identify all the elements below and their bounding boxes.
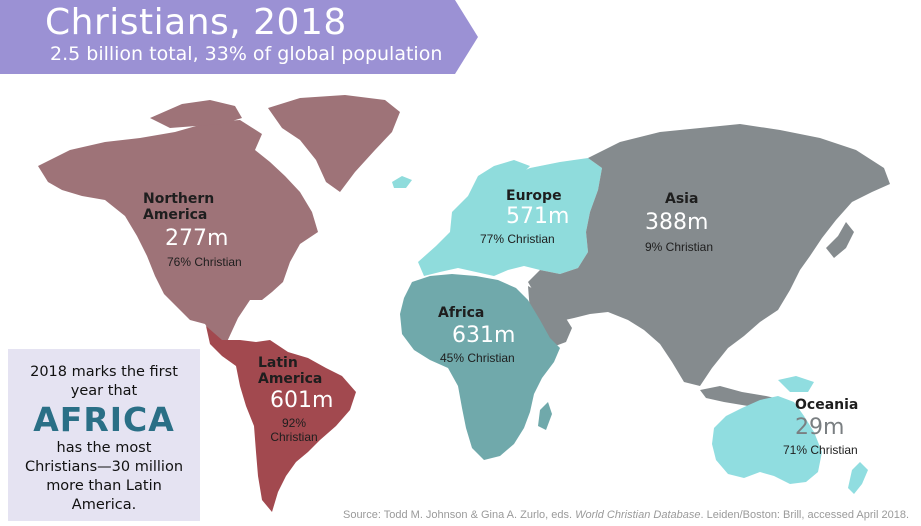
region-northern-america: [38, 95, 400, 344]
region-count: 571m: [506, 204, 570, 229]
region-oceania: [712, 376, 868, 494]
africa-shape: [400, 274, 560, 460]
region-name: Africa: [438, 305, 485, 321]
banner-shape: [0, 0, 478, 74]
region-percent: 45% Christian: [440, 351, 515, 365]
callout-line: year that: [70, 383, 138, 399]
asia-shape: [528, 124, 890, 386]
region-percent: 9% Christian: [645, 240, 714, 254]
australia-shape: [712, 396, 822, 484]
banner-background: [0, 0, 478, 74]
callout-line: America.: [71, 497, 137, 513]
africa-callout: 2018 marks the first year that AFRICA ha…: [8, 349, 200, 521]
arctic-islands-shape: [150, 100, 242, 128]
page-title: Christians, 2018: [45, 2, 347, 43]
region-percent: 71% Christian: [783, 443, 858, 457]
scandinavia-shape: [468, 160, 530, 196]
label-oceania: Oceania 29m 71% Christian: [783, 397, 858, 457]
callout-line: more than Latin: [46, 478, 162, 494]
source-title: World Christian Database: [575, 509, 701, 521]
label-asia: Asia 388m 9% Christian: [645, 191, 713, 254]
japan-shape: [826, 222, 854, 258]
region-count: 29m: [795, 415, 845, 440]
region-africa: [400, 274, 560, 460]
europe-shape: [418, 158, 602, 276]
source-prefix: Source: Todd M. Johnson & Gina A. Zurlo,…: [342, 509, 576, 521]
region-name: Europe: [506, 188, 562, 204]
region-percent: 92% Christian: [270, 416, 318, 444]
label-latin-america: Latin America 601m 92% Christian: [258, 355, 333, 444]
region-count: 601m: [270, 388, 334, 413]
greenland-shape: [268, 95, 400, 192]
label-africa: Africa 631m 45% Christian: [438, 305, 515, 365]
region-europe: [392, 158, 602, 276]
source-suffix: . Leiden/Boston: Brill, accessed April 2…: [700, 509, 909, 521]
region-count: 631m: [452, 323, 516, 348]
page-subtitle: 2.5 billion total, 33% of global populat…: [50, 43, 443, 65]
region-count: 388m: [645, 210, 709, 235]
new-zealand-shape: [848, 462, 868, 494]
madagascar-shape: [538, 402, 552, 430]
region-percent: 76% Christian: [167, 255, 242, 269]
callout-line: Christians—30 million: [24, 459, 184, 475]
source-citation: Source: Todd M. Johnson & Gina A. Zurlo,…: [343, 509, 909, 521]
new-guinea-shape: [778, 376, 814, 392]
region-name: Latin America: [258, 355, 323, 387]
title-banner: Christians, 2018 2.5 billion total, 33% …: [0, 0, 480, 74]
region-name: Asia: [665, 191, 699, 207]
label-europe: Europe 571m 77% Christian: [480, 188, 569, 246]
label-northern-america: Northern America 277m 76% Christian: [143, 191, 242, 269]
northern-america-shape: [38, 120, 318, 344]
iceland-shape: [392, 176, 412, 188]
callout-line: 2018 marks the first: [30, 364, 178, 380]
latin-america-shape: [206, 326, 356, 512]
callout-line: has the most: [56, 440, 152, 456]
region-name: Oceania: [795, 397, 859, 413]
region-name: Northern America: [143, 191, 215, 223]
callout-highlight: AFRICA: [33, 400, 175, 439]
region-percent: 77% Christian: [480, 232, 555, 246]
region-count: 277m: [165, 226, 229, 251]
region-latin-america: [206, 326, 356, 512]
